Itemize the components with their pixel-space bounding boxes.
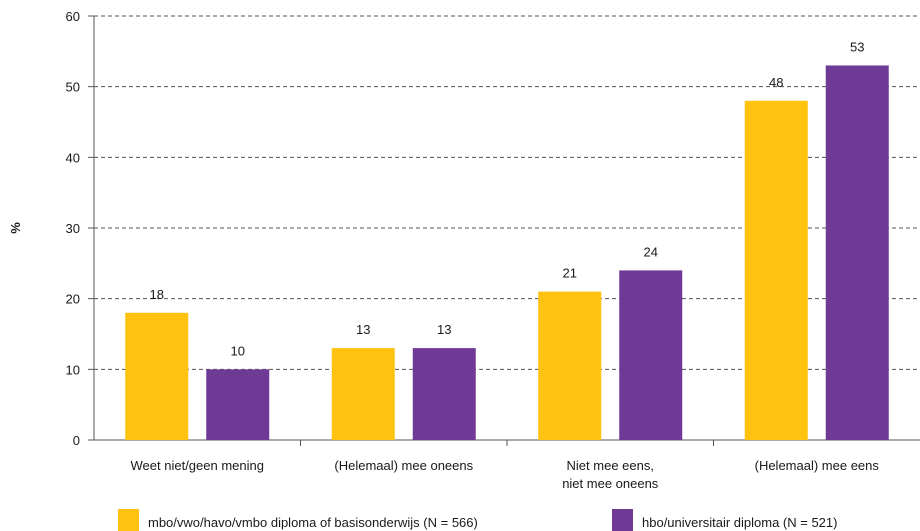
- y-tick-label: 60: [66, 9, 80, 24]
- data-label: 21: [563, 266, 577, 281]
- data-label: 24: [644, 244, 658, 259]
- label-layer: 18 10 Weet niet/geen mening 13 13 (Helemaal) …: [131, 39, 880, 491]
- data-label: 48: [769, 75, 783, 90]
- y-axis-title: %: [8, 222, 23, 234]
- data-label: 18: [150, 287, 164, 302]
- data-label: 53: [850, 39, 864, 54]
- bar-series-1-0: [125, 312, 189, 440]
- y-tick-label: 10: [66, 362, 80, 377]
- legend-swatch-1: [118, 509, 139, 531]
- data-label: 10: [231, 343, 245, 358]
- bar-series-2-0: [206, 369, 270, 440]
- legend: mbo/vwo/havo/vmbo diploma of basisonderw…: [118, 509, 837, 531]
- bar-series-2-3: [825, 65, 889, 440]
- legend-label-2: hbo/universitair diploma (N = 521): [642, 515, 837, 530]
- bar-series-2-2: [619, 270, 683, 440]
- bar-series-1-1: [331, 348, 395, 440]
- legend-label-1: mbo/vwo/havo/vmbo diploma of basisonderw…: [148, 515, 478, 530]
- y-tick-label: 50: [66, 80, 80, 95]
- bar-series-2-1: [412, 348, 476, 440]
- bar-series-1-3: [744, 100, 808, 441]
- x-category-label: (Helemaal) mee oneens: [334, 458, 473, 473]
- data-label: 13: [437, 322, 451, 337]
- data-label: 13: [356, 322, 370, 337]
- y-tick-label: 20: [66, 292, 80, 307]
- x-category-label: (Helemaal) mee eens: [755, 458, 880, 473]
- y-tick-label: 30: [66, 221, 80, 236]
- bar-series-1-2: [538, 291, 602, 440]
- x-category-label: Niet mee eens, niet mee oneens: [562, 458, 659, 491]
- bar-layer: [125, 65, 889, 441]
- y-tick-label: 40: [66, 150, 80, 165]
- legend-swatch-2: [612, 509, 633, 531]
- x-category-label: Weet niet/geen mening: [131, 458, 264, 473]
- y-tick-label: 0: [73, 433, 80, 448]
